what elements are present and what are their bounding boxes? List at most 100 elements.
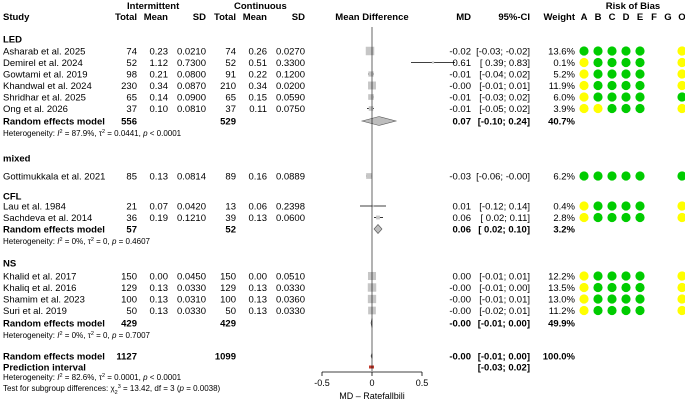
bias-dot-low xyxy=(635,69,645,79)
pooled-md: -0.00 xyxy=(449,352,471,363)
x-axis-label: MD – Ratefallbili xyxy=(339,391,405,401)
cell-sd-intermittent: 0.0450 xyxy=(177,272,206,283)
heterogeneity-text: Heterogeneity: I2 = 87.9%, τ2 = 0.0441, … xyxy=(3,129,182,138)
bias-dot-some xyxy=(579,80,589,91)
cell-sd-intermittent: 0.0870 xyxy=(177,81,206,92)
cell-sd-continuous: 0.0330 xyxy=(276,306,305,317)
cell-weight: 6.0% xyxy=(553,93,575,104)
cell-sd-continuous: 0.0889 xyxy=(276,172,305,183)
bias-dot-low xyxy=(635,305,645,316)
cell-weight: 5.2% xyxy=(553,70,575,81)
bias-dot-low xyxy=(607,103,617,114)
pooled-label: Random effects model xyxy=(3,319,105,330)
pooled-total-intermittent: 1127 xyxy=(116,352,137,363)
cell-md: 0.01 xyxy=(453,202,472,213)
cell-sd-continuous: 0.3300 xyxy=(276,58,305,69)
bias-dot-low xyxy=(607,212,617,223)
bias-dot-low xyxy=(677,92,685,102)
bias-dot-low xyxy=(635,46,645,56)
cell-sd-intermittent: 0.1210 xyxy=(177,213,206,224)
cell-mean-intermittent: 0.13 xyxy=(150,283,169,294)
cell-weight: 13.0% xyxy=(548,295,575,306)
cell-md: -0.01 xyxy=(449,70,471,81)
cell-sd-intermittent: 0.0420 xyxy=(177,202,206,213)
cell-md: -0.01 xyxy=(449,93,471,104)
bias-dot-low xyxy=(607,305,617,316)
bias-dot-low xyxy=(607,171,617,181)
cell-mean-continuous: 0.13 xyxy=(249,295,268,306)
bias-dot-some xyxy=(579,305,589,316)
cell-total-continuous: 129 xyxy=(220,283,236,294)
pooled-ci: [ 0.02; 0.10] xyxy=(478,225,530,236)
cell-md: 0.61 xyxy=(453,58,472,69)
bias-dot-low xyxy=(635,103,645,114)
cell-total-intermittent: 50 xyxy=(126,306,137,317)
study-label: Khalid et al. 2017 xyxy=(3,272,76,283)
study-label: Lau et al. 1984 xyxy=(3,202,66,213)
study-box xyxy=(371,204,375,208)
bias-dot-low xyxy=(621,271,631,281)
bias-dot-some xyxy=(677,80,685,91)
bias-dot-low xyxy=(593,271,603,281)
header-total-continuous: Total xyxy=(214,12,236,23)
cell-mean-continuous: 0.11 xyxy=(249,104,267,115)
study-box xyxy=(431,61,435,64)
cell-mean-continuous: 0.06 xyxy=(249,202,268,213)
cell-mean-intermittent: 1.12 xyxy=(150,58,169,69)
cell-weight: 3.9% xyxy=(553,104,575,115)
pooled-total-continuous: 52 xyxy=(225,225,236,236)
heterogeneity-text: Heterogeneity: I2 = 0%, τ2 = 0, p = 0.46… xyxy=(3,237,151,246)
cell-sd-continuous: 0.0330 xyxy=(276,283,305,294)
cell-ci: [-0.12; 0.14] xyxy=(479,202,530,213)
cell-mean-continuous: 0.13 xyxy=(249,283,268,294)
cell-mean-intermittent: 0.14 xyxy=(150,93,169,104)
cell-weight: 6.2% xyxy=(553,172,575,183)
pooled-diamond xyxy=(373,224,383,234)
header-total-intermittent: Total xyxy=(115,12,137,23)
bias-dot-low xyxy=(621,69,631,79)
pooled-label: Random effects model xyxy=(3,117,105,128)
bias-dot-low xyxy=(607,92,617,102)
cell-mean-continuous: 0.34 xyxy=(249,81,268,92)
cell-mean-intermittent: 0.23 xyxy=(150,47,169,58)
cell-md: -0.02 xyxy=(449,47,471,58)
bias-dot-some xyxy=(579,294,589,304)
cell-sd-continuous: 0.2398 xyxy=(276,202,305,213)
cell-md: -0.00 xyxy=(449,81,471,92)
bias-dot-low xyxy=(635,201,645,211)
cell-sd-intermittent: 0.0210 xyxy=(177,47,206,58)
cell-sd-continuous: 0.0750 xyxy=(276,104,305,115)
header-bias-domain: E xyxy=(637,12,643,23)
cell-mean-intermittent: 0.34 xyxy=(150,81,169,92)
cell-ci: [ 0.39; 0.83] xyxy=(480,58,530,69)
bias-dot-low xyxy=(635,271,645,281)
bias-dot-low xyxy=(607,69,617,79)
bias-dot-low xyxy=(621,171,631,181)
cell-total-continuous: 210 xyxy=(220,81,236,92)
cell-md: 0.06 xyxy=(453,213,472,224)
cell-ci: [ 0.02; 0.11] xyxy=(481,213,530,224)
x-tick-label: -0.5 xyxy=(314,378,330,388)
cell-mean-intermittent: 0.00 xyxy=(150,272,169,283)
cell-mean-continuous: 0.00 xyxy=(249,272,268,283)
cell-sd-intermittent: 0.0810 xyxy=(177,104,206,115)
study-label: Shridhar et al. 2025 xyxy=(3,93,86,104)
cell-md: -0.00 xyxy=(449,295,471,306)
group-title: LED xyxy=(3,35,22,46)
header-weight: Weight xyxy=(544,12,576,23)
bias-dot-some xyxy=(677,57,685,68)
bias-dot-low xyxy=(593,294,603,304)
cell-sd-intermittent: 0.0900 xyxy=(177,93,206,104)
subgroup-test-text: Test for subgroup differences: χ23 = 13.… xyxy=(3,384,221,396)
pooled-ci: [-0.01; 0.00] xyxy=(478,319,530,330)
header-intermittent: Intermittent xyxy=(127,1,180,12)
cell-ci: [-0.03; -0.02] xyxy=(476,47,530,58)
cell-mean-continuous: 0.26 xyxy=(249,47,268,58)
cell-total-intermittent: 65 xyxy=(126,93,137,104)
cell-mean-continuous: 0.22 xyxy=(249,70,268,81)
bias-dot-some xyxy=(677,271,685,281)
cell-sd-intermittent: 0.0800 xyxy=(177,70,206,81)
bias-dot-low xyxy=(593,92,603,102)
cell-mean-continuous: 0.15 xyxy=(249,93,268,104)
